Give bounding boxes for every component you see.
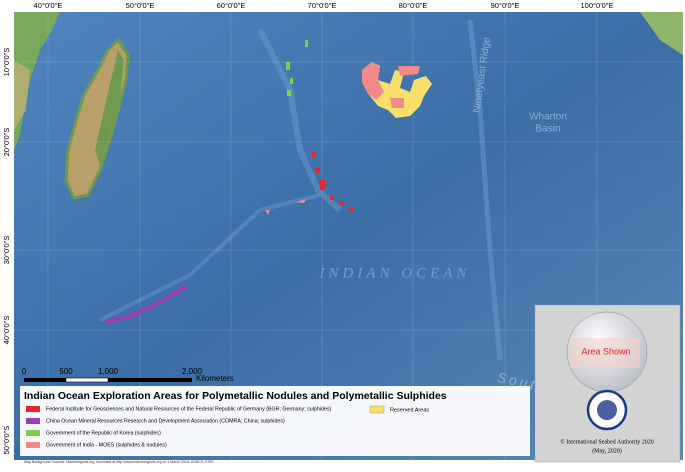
source-note: Map Background Sources: Marineregions.or… bbox=[24, 460, 214, 464]
scale-label: 1,000 bbox=[98, 367, 119, 376]
india-area bbox=[398, 66, 420, 76]
india-area bbox=[362, 62, 384, 100]
india-area bbox=[390, 98, 404, 108]
legend-box bbox=[20, 386, 530, 456]
inset-label: Area Shown bbox=[581, 346, 630, 356]
legend-item: China Ocean Mineral Resources Research a… bbox=[46, 418, 285, 424]
longitude-labels: 40°0'0"E 50°0'0"E 60°0'0"E 70°0'0"E 80°0'0"E… bbox=[34, 1, 614, 10]
basin-label: Basin bbox=[535, 124, 560, 135]
india-area bbox=[265, 199, 306, 215]
longitude-label: 80°0'0"E bbox=[399, 1, 428, 10]
germany-areas bbox=[312, 152, 354, 211]
latitude-labels: 10°0'0"S 20°0'0"S 30°0'0"S 40°0'0"S 50°0'0"S bbox=[2, 48, 11, 455]
africa-relief bbox=[14, 60, 30, 130]
longitude-label: 100°0'0"E bbox=[581, 1, 614, 10]
scale-bar: 0 500 1,000 2,000 Kilometers bbox=[22, 367, 234, 383]
scale-label: 0 bbox=[22, 367, 27, 376]
africa bbox=[14, 12, 60, 150]
scale-label: 500 bbox=[59, 367, 73, 376]
ocean-label: INDIAN OCEAN bbox=[319, 265, 471, 281]
latitude-label: 30°0'0"S bbox=[2, 236, 11, 265]
longitude-label: 50°0'0"E bbox=[126, 1, 155, 10]
exploration-areas bbox=[104, 40, 432, 324]
madagascar-forest bbox=[95, 50, 124, 165]
longitude-label: 40°0'0"E bbox=[34, 1, 63, 10]
ridge bbox=[467, 19, 503, 361]
legend-item: Government of the Republic of Korea (sul… bbox=[46, 430, 161, 436]
legend-item: Government of India - MOES (sulphides & … bbox=[46, 442, 167, 448]
ridge bbox=[257, 28, 343, 213]
legend-item: Reserved Areas bbox=[390, 407, 429, 413]
scale-label: 2,000 bbox=[182, 367, 203, 376]
scale-unit: Kilometers bbox=[196, 374, 234, 383]
reserved-area bbox=[362, 62, 432, 118]
legend-item: Federal Institute for Geosciences and Na… bbox=[46, 406, 332, 412]
legend: Indian Ocean Exploration Areas for Polym… bbox=[20, 386, 530, 464]
longitude-label: 60°0'0"E bbox=[217, 1, 246, 10]
date: (May, 2020) bbox=[592, 447, 622, 454]
longitude-label: 90°0'0"E bbox=[491, 1, 520, 10]
latitude-label: 40°0'0"S bbox=[2, 316, 11, 345]
latitude-label: 10°0'0"S bbox=[2, 48, 11, 77]
korea-areas bbox=[286, 40, 308, 96]
china-area bbox=[104, 284, 188, 324]
basin-label: Wharton bbox=[529, 112, 567, 123]
latitude-label: 50°0'0"S bbox=[2, 426, 11, 455]
latitude-label: 20°0'0"S bbox=[2, 128, 11, 157]
inset: Area Shown © International Seabed Author… bbox=[534, 304, 681, 463]
ridge bbox=[99, 193, 321, 322]
australia bbox=[640, 12, 683, 55]
copyright: © International Seabed Authority 2020 bbox=[560, 438, 654, 445]
longitude-label: 70°0'0"E bbox=[308, 1, 337, 10]
legend-title: Indian Ocean Exploration Areas for Polym… bbox=[24, 390, 447, 402]
